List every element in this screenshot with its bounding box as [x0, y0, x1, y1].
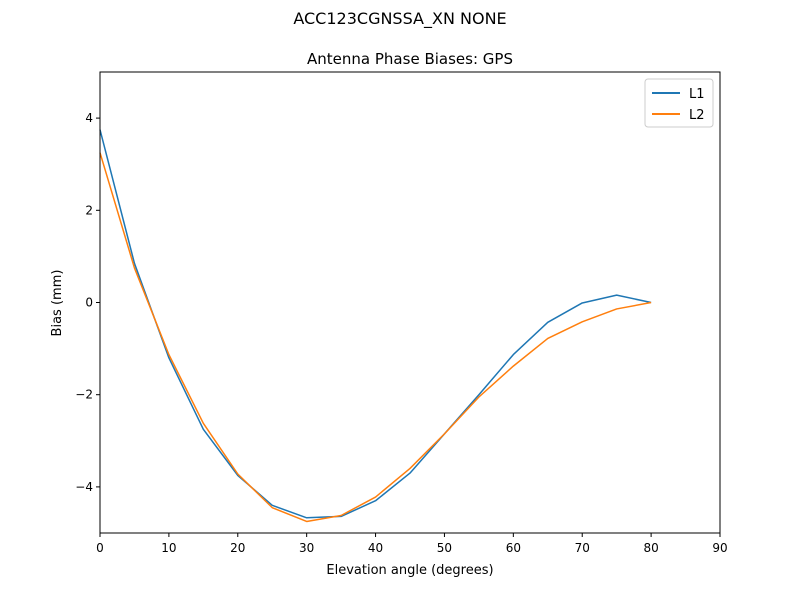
legend-label-l2: L2 — [689, 108, 705, 123]
x-tick-label: 50 — [437, 541, 452, 555]
axes: 0 10 20 30 40 50 60 70 80 90 −4 −2 0 2 4 — [75, 111, 727, 555]
legend-label-l1: L1 — [689, 87, 705, 102]
x-tick-label: 20 — [230, 541, 245, 555]
series-line-l1 — [99, 129, 652, 519]
y-tick-label: −4 — [75, 480, 93, 494]
plot-area — [99, 129, 652, 523]
y-tick-label: 4 — [85, 111, 93, 125]
x-tick-label: 30 — [299, 541, 314, 555]
x-tick-label: 10 — [161, 541, 176, 555]
y-tick-label: −2 — [75, 388, 93, 402]
x-tick-label: 40 — [368, 541, 383, 555]
chart-title: Antenna Phase Biases: GPS — [307, 50, 513, 68]
x-axis-label: Elevation angle (degrees) — [326, 563, 493, 578]
x-tick-label: 90 — [712, 541, 727, 555]
x-tick-label: 0 — [96, 541, 104, 555]
y-tick-label: 2 — [85, 203, 93, 217]
x-tick-label: 80 — [643, 541, 658, 555]
x-tick-label: 60 — [506, 541, 521, 555]
y-axis-label: Bias (mm) — [50, 270, 65, 337]
y-tick-label: 0 — [85, 296, 93, 310]
series-line-l2 — [99, 152, 652, 523]
x-tick-label: 70 — [575, 541, 590, 555]
figure-suptitle: ACC123CGNSSA_XN NONE — [293, 9, 506, 29]
plot-frame — [99, 71, 721, 534]
